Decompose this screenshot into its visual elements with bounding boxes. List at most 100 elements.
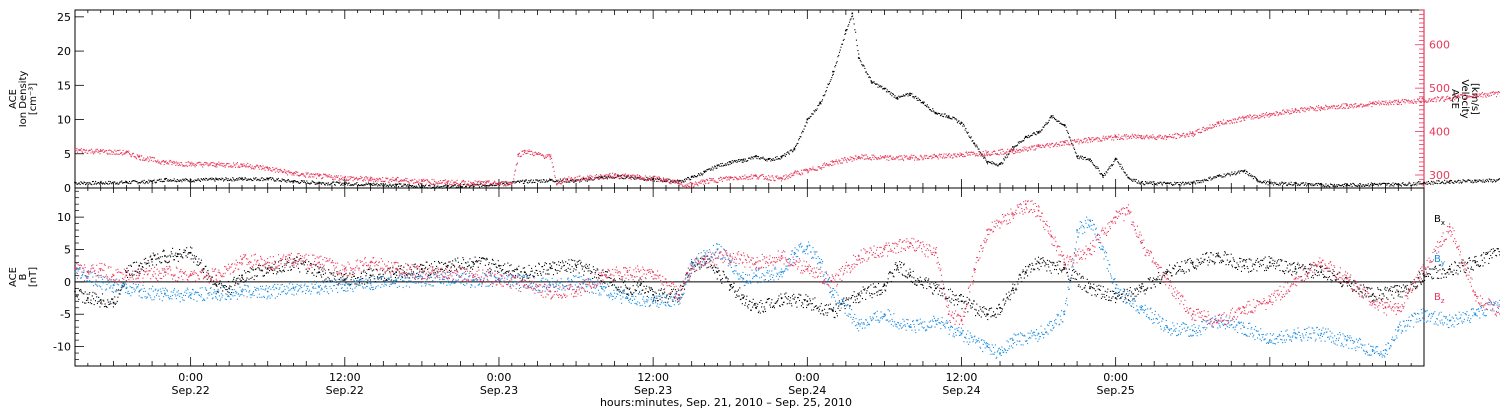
velocity-series-sample	[334, 178, 336, 180]
velocity-series-sample	[997, 154, 999, 156]
velocity-series-sample	[805, 168, 807, 170]
velocity-series-sample	[1339, 106, 1341, 108]
velocity-series-sample	[879, 158, 881, 160]
velocity-series-point	[369, 178, 372, 180]
velocity-series-sample	[1065, 139, 1067, 142]
ion-density-series-sample	[1444, 179, 1446, 181]
ion-density-series-sample	[694, 175, 696, 177]
ion-density-series-sample	[288, 180, 290, 182]
velocity-series-sample	[382, 180, 384, 182]
ion-density-series-sample	[1492, 180, 1494, 183]
ion-density-series-sample	[1424, 182, 1426, 184]
velocity-series-sample	[895, 157, 897, 159]
velocity-series-sample	[835, 159, 837, 161]
velocity-series-sample	[513, 178, 515, 180]
velocity-series-sample	[824, 164, 826, 166]
ion-density-series-sample	[769, 158, 771, 160]
velocity-series-sample	[976, 155, 979, 157]
ion-density-series-sample	[743, 158, 745, 160]
ion-density-series-sample	[1112, 163, 1114, 166]
velocity-series-sample	[402, 179, 404, 181]
velocity-series-sample	[1166, 137, 1168, 139]
ion-density-series-sample	[1417, 182, 1419, 184]
ion-density-series-sample	[488, 185, 491, 187]
ion-density-series-sample	[767, 158, 769, 160]
ion-density-series-sample	[1223, 173, 1225, 175]
ion-density-series-sample	[1420, 183, 1422, 185]
ion-density-series-sample	[1211, 178, 1213, 180]
ion-density-series-sample	[1094, 166, 1096, 168]
ion-density-series-sample	[512, 181, 514, 183]
velocity-series-sample	[437, 183, 439, 185]
ion-density-series-sample	[1282, 182, 1284, 184]
velocity-series-sample	[294, 172, 296, 174]
ion-density-series-sample	[727, 164, 730, 166]
velocity-series-sample	[1470, 96, 1472, 98]
velocity-series-sample	[817, 166, 819, 168]
velocity-series-sample	[408, 182, 410, 184]
ion-density-series-sample	[367, 182, 370, 184]
ion-density-series-sample	[246, 179, 249, 181]
velocity-series-sample	[114, 149, 116, 151]
velocity-series-sample	[1476, 95, 1478, 97]
velocity-series-sample	[1078, 143, 1080, 145]
velocity-series-sample	[209, 164, 211, 166]
velocity-series-sample	[144, 159, 146, 162]
ion-density-series-sample	[78, 182, 80, 184]
ion-density-series-sample	[833, 71, 835, 73]
ion-density-series-sample	[276, 179, 279, 181]
ion-density-series-sample	[199, 179, 201, 181]
velocity-series-sample	[910, 158, 912, 160]
ion-density-series-sample	[1111, 165, 1113, 167]
velocity-series-sample	[1031, 146, 1033, 149]
ion-density-series-sample	[908, 93, 910, 95]
velocity-series-sample	[98, 150, 100, 152]
velocity-series-sample	[191, 163, 194, 165]
ion-density-series-sample	[1166, 183, 1168, 185]
velocity-series-sample	[1024, 146, 1026, 148]
velocity-series-sample	[568, 180, 571, 183]
velocity-series-sample	[1278, 112, 1280, 114]
velocity-series-sample	[542, 155, 544, 157]
ion-density-series-sample	[320, 182, 322, 184]
ion-density-series-sample	[1029, 135, 1031, 137]
ion-density-series-sample	[657, 178, 659, 180]
velocity-series-sample	[890, 155, 892, 157]
ion-density-series-sample	[1430, 180, 1433, 182]
ion-density-series-sample	[1238, 170, 1240, 172]
ion-density-series-sample	[1356, 185, 1358, 187]
ion-density-series-sample	[549, 179, 551, 181]
velocity-series-sample	[707, 182, 709, 185]
ion-density-series-sample	[310, 182, 312, 184]
velocity-series-sample	[312, 173, 314, 175]
ion-density-series-sample	[1206, 179, 1208, 181]
ion-density-series-sample	[465, 186, 467, 188]
ion-density-series-sample	[646, 176, 648, 178]
ion-density-series-sample	[930, 110, 932, 112]
velocity-series-sample	[480, 181, 483, 183]
velocity-series-sample	[588, 177, 591, 179]
ion-density-series-sample	[765, 158, 767, 160]
velocity-series-sample	[1331, 105, 1333, 107]
velocity-series-sample	[566, 180, 568, 182]
velocity-series-sample	[113, 153, 115, 155]
velocity-series-sample	[1481, 91, 1483, 94]
velocity-series-sample	[1097, 140, 1099, 142]
ion-density-series-sample	[1076, 155, 1078, 157]
velocity-series-sample	[175, 164, 177, 166]
ion-density-series-sample	[293, 181, 295, 183]
ion-density-series-sample	[997, 165, 999, 167]
velocity-series-sample	[610, 177, 612, 179]
ion-density-series-sample	[418, 184, 420, 186]
velocity-series-sample	[1285, 111, 1287, 113]
velocity-series-sample	[488, 180, 490, 182]
velocity-series-point	[806, 169, 809, 172]
velocity-series-sample	[1139, 135, 1141, 137]
ion-density-series-sample	[142, 182, 144, 184]
velocity-series-sample	[170, 161, 172, 163]
ion-density-series-sample	[445, 184, 447, 186]
velocity-series-sample	[1185, 136, 1187, 138]
ion-density-series-sample	[301, 180, 303, 182]
ion-density-series-sample	[1081, 155, 1083, 157]
ion-density-series-sample	[505, 181, 507, 183]
